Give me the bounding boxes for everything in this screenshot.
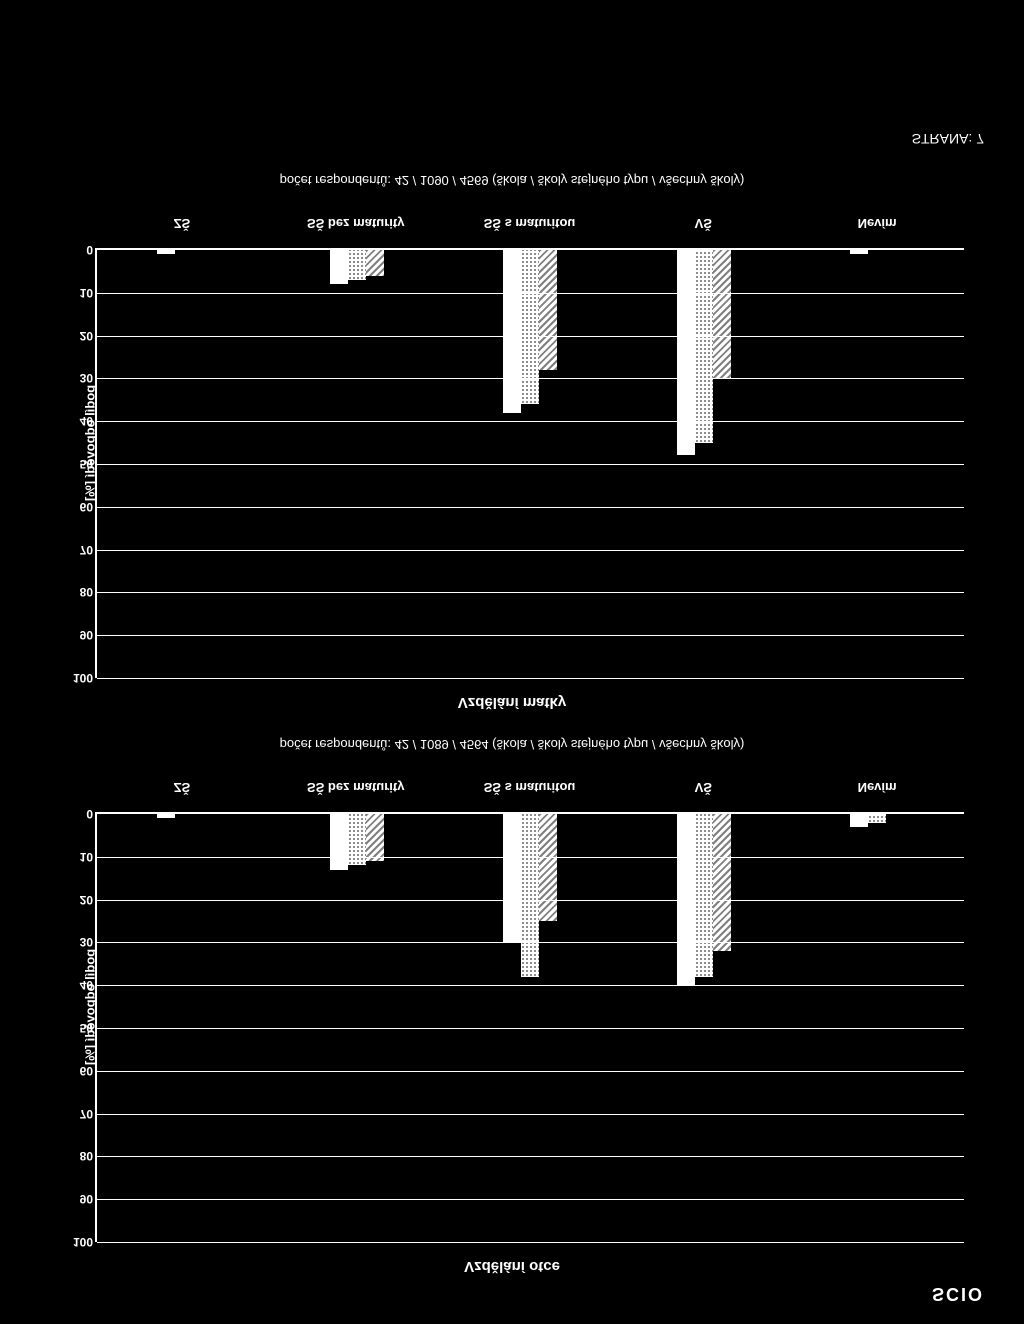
ytick-label: 0 bbox=[67, 807, 93, 821]
xtick-label: VŠ bbox=[638, 780, 768, 795]
bar bbox=[366, 814, 384, 861]
gridline bbox=[97, 293, 964, 294]
xtick-label: VŠ bbox=[638, 216, 768, 231]
xtick-label: ZŠ bbox=[117, 780, 247, 795]
bar bbox=[348, 250, 366, 280]
ytick-label: 40 bbox=[67, 414, 93, 428]
chart2-caption: počet respondentů: 42 / 1090 / 4569 (ško… bbox=[40, 173, 984, 188]
gridline bbox=[97, 378, 964, 379]
bar bbox=[539, 250, 557, 370]
bar bbox=[695, 250, 713, 443]
gridline bbox=[97, 635, 964, 636]
chart2: podíl odpovědí [%] 010203040506070809010… bbox=[40, 198, 984, 688]
chart1-caption: počet respondentů: 42 / 1089 / 4564 (ško… bbox=[40, 737, 984, 752]
logo-text: SCIO bbox=[932, 1283, 984, 1304]
gridline bbox=[97, 1242, 964, 1243]
bar bbox=[503, 250, 521, 413]
gridline bbox=[97, 985, 964, 986]
bar bbox=[330, 250, 348, 284]
ytick-label: 60 bbox=[67, 500, 93, 514]
ytick-label: 20 bbox=[67, 893, 93, 907]
bar bbox=[503, 814, 521, 942]
ytick-label: 90 bbox=[67, 628, 93, 642]
bar bbox=[539, 814, 557, 921]
chart2-xlabels: ZŠ SŠ bez maturity SŠ s maturitou VŠ Nevím bbox=[95, 216, 964, 231]
gridline bbox=[97, 1028, 964, 1029]
xtick-label: SŠ s maturitou bbox=[464, 216, 594, 231]
bar bbox=[521, 250, 539, 404]
gridline bbox=[97, 1199, 964, 1200]
ytick-label: 80 bbox=[67, 1149, 93, 1163]
bar bbox=[330, 814, 348, 870]
gridline bbox=[97, 900, 964, 901]
xtick-label: ZŠ bbox=[117, 216, 247, 231]
ytick-label: 80 bbox=[67, 585, 93, 599]
xtick-label: Nevím bbox=[812, 216, 942, 231]
chart1-plot: 0102030405060708090100 bbox=[95, 812, 964, 1242]
bar bbox=[157, 250, 175, 254]
gridline bbox=[97, 507, 964, 508]
bar bbox=[366, 250, 384, 276]
bar bbox=[850, 250, 868, 254]
bar bbox=[868, 814, 886, 823]
ytick-label: 20 bbox=[67, 329, 93, 343]
xtick-label: SŠ s maturitou bbox=[464, 780, 594, 795]
gridline bbox=[97, 1114, 964, 1115]
header-row: SCIO bbox=[40, 1283, 984, 1304]
bar bbox=[521, 814, 539, 977]
gridline bbox=[97, 421, 964, 422]
bar bbox=[695, 814, 713, 977]
xtick-label: SŠ bez maturity bbox=[291, 780, 421, 795]
ytick-label: 10 bbox=[67, 286, 93, 300]
gridline bbox=[97, 592, 964, 593]
ytick-label: 90 bbox=[67, 1192, 93, 1206]
chart1-xlabels: ZŠ SŠ bez maturity SŠ s maturitou VŠ Nevím bbox=[95, 780, 964, 795]
page-number: STRANA: 7 bbox=[912, 131, 984, 147]
bar bbox=[677, 250, 695, 455]
ytick-label: 50 bbox=[67, 457, 93, 471]
ytick-label: 100 bbox=[67, 671, 93, 685]
bar bbox=[713, 250, 731, 378]
gridline bbox=[97, 336, 964, 337]
gridline bbox=[97, 1071, 964, 1072]
ytick-label: 60 bbox=[67, 1064, 93, 1078]
gridline bbox=[97, 942, 964, 943]
bar bbox=[157, 814, 175, 818]
xtick-label: SŠ bez maturity bbox=[291, 216, 421, 231]
gridline bbox=[97, 857, 964, 858]
ytick-label: 100 bbox=[67, 1235, 93, 1249]
ytick-label: 50 bbox=[67, 1021, 93, 1035]
ytick-label: 30 bbox=[67, 935, 93, 949]
bar bbox=[713, 814, 731, 951]
chart2-plot: 0102030405060708090100 bbox=[95, 248, 964, 678]
bar bbox=[850, 814, 868, 827]
ytick-label: 10 bbox=[67, 850, 93, 864]
ytick-label: 40 bbox=[67, 978, 93, 992]
gridline bbox=[97, 678, 964, 679]
footer-row: STRANA: 7 bbox=[40, 131, 984, 147]
ytick-label: 0 bbox=[67, 243, 93, 257]
gridline bbox=[97, 1156, 964, 1157]
gridline bbox=[97, 550, 964, 551]
ytick-label: 70 bbox=[67, 1107, 93, 1121]
chart2-title: Vzdělání matky bbox=[40, 694, 984, 711]
ytick-label: 30 bbox=[67, 371, 93, 385]
xtick-label: Nevím bbox=[812, 780, 942, 795]
chart1: podíl odpovědí [%] 010203040506070809010… bbox=[40, 762, 984, 1252]
gridline bbox=[97, 464, 964, 465]
ytick-label: 70 bbox=[67, 543, 93, 557]
chart1-title: Vzdělání otce bbox=[40, 1258, 984, 1275]
